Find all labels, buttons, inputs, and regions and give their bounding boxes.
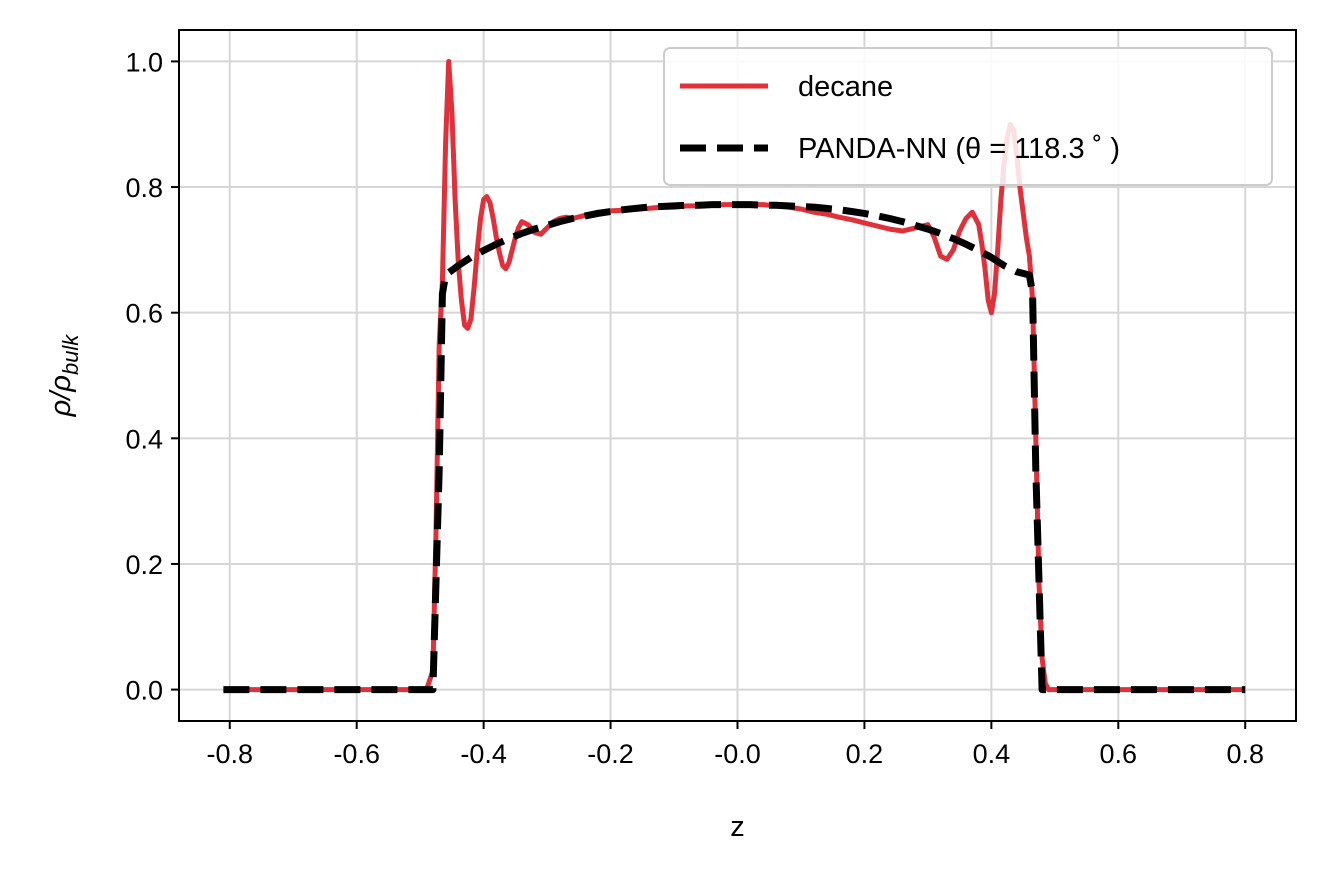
legend-label-panda-nn: PANDA-NN (θ = 118.3 ˚ ) (798, 133, 1120, 165)
y-tick-label: 0.2 (125, 550, 163, 580)
y-axis-label: ρ/ρbulk (45, 334, 83, 418)
y-tick-label: 0.6 (125, 299, 163, 329)
series-line-panda-nn (223, 201, 1246, 694)
legend: decane PANDA-NN (θ = 118.3 ˚ ) (663, 47, 1273, 186)
legend-box (663, 47, 1273, 186)
x-tick-label: -0.8 (207, 739, 254, 769)
x-tick-label: 0.2 (846, 739, 884, 769)
y-tick-label: 0.8 (125, 173, 163, 203)
x-axis-ticks: -0.8 -0.6 -0.4 -0.2 -0.0 0.2 0.4 0.6 0.8 (207, 721, 1264, 769)
y-tick-label: 1.0 (125, 47, 163, 77)
legend-label-decane: decane (798, 71, 893, 103)
x-tick-label: -0.4 (460, 739, 507, 769)
x-tick-label: 0.6 (1100, 739, 1138, 769)
x-axis-label: z (730, 811, 745, 843)
y-axis-label-subscript: bulk (58, 334, 83, 375)
x-tick-label: -0.0 (714, 739, 761, 769)
y-tick-label: 0.4 (125, 424, 163, 454)
y-axis-ticks: 0.0 0.2 0.4 0.6 0.8 1.0 (125, 47, 179, 706)
y-axis-label-base: ρ/ρ (45, 375, 77, 417)
x-tick-label: -0.2 (587, 739, 634, 769)
x-tick-label: 0.8 (1226, 739, 1264, 769)
y-tick-label: 0.0 (125, 676, 163, 706)
x-tick-label: -0.6 (333, 739, 380, 769)
x-tick-label: 0.4 (973, 739, 1011, 769)
